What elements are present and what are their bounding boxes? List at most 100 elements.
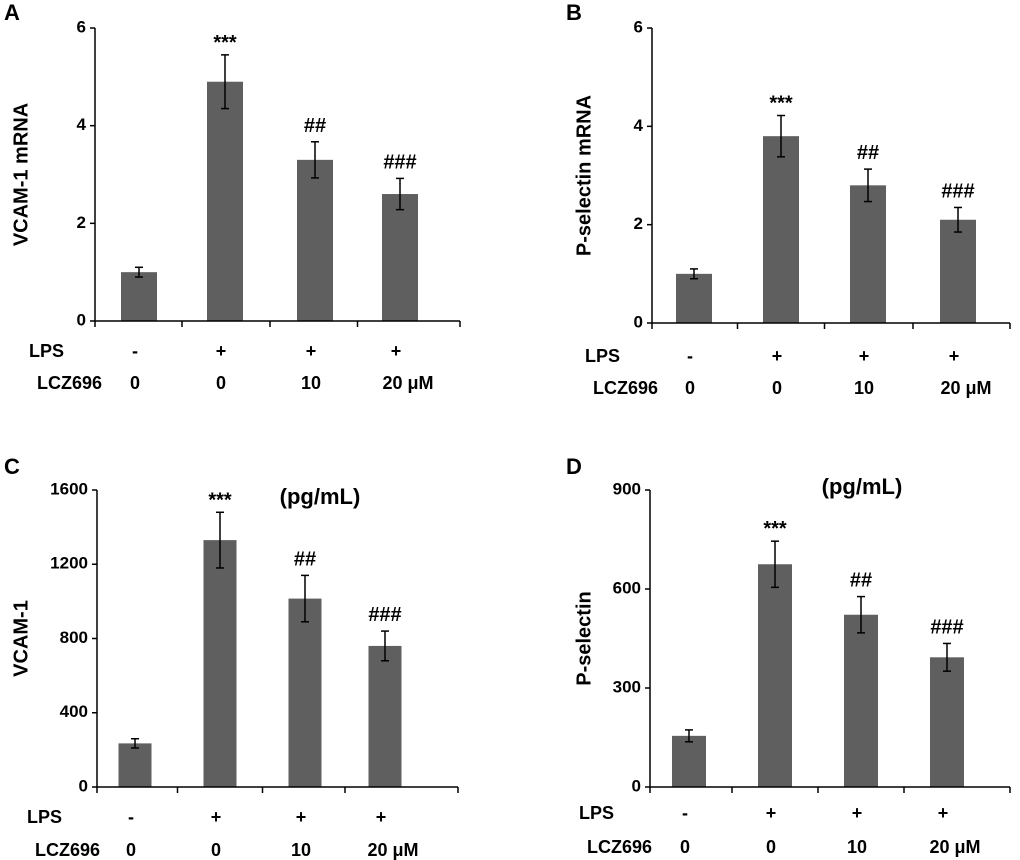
bar [763,136,799,323]
y-tick-label: 0 [77,310,86,329]
lps-value: + [391,341,402,361]
lps-row-label: LPS [579,803,614,823]
bar [850,185,886,323]
lps-value: - [682,803,688,823]
significance-mark: ## [857,142,879,164]
lcz696-value: 20 μM [382,373,433,393]
y-axis-title: VCAM-1 mRNA [10,103,32,246]
lps-value: - [132,341,138,361]
lps-value: + [852,803,863,823]
panel-letter: C [4,454,20,479]
y-tick-label: 6 [77,17,86,36]
lps-value: + [859,346,870,366]
lps-row-label: LPS [585,346,620,366]
bar [382,194,418,321]
lcz696-value: 20 μM [367,840,418,860]
panel-d: DP-selectin(pg/mL)***#####0300600900LPSL… [566,454,1011,857]
significance-mark: ### [383,151,416,173]
lps-value: + [376,807,387,827]
bar [672,735,706,787]
lcz696-value: 10 [291,840,311,860]
significance-mark: ## [294,548,316,570]
bar [207,81,243,321]
y-tick-label: 2 [77,213,86,232]
lcz696-value: 20 μM [929,837,980,857]
significance-mark: ### [941,180,974,202]
lcz696-value: 0 [130,373,140,393]
y-tick-label: 4 [634,116,644,135]
y-tick-label: 0 [79,776,88,795]
lcz696-value: 10 [847,837,867,857]
significance-mark: ### [930,616,963,638]
lps-value: + [938,803,949,823]
significance-mark: ## [850,570,872,592]
y-axis-title: P-selectin mRNA [573,95,595,256]
y-tick-label: 400 [60,702,88,721]
y-tick-label: 0 [632,776,641,795]
panel-c: CVCAM-1(pg/mL)***#####040080012001600LPS… [4,454,459,860]
y-axis-title: P-selectin [573,591,595,685]
y-tick-label: 600 [613,578,641,597]
bar [940,219,976,323]
lcz696-row-label: LCZ696 [37,373,102,393]
bar [930,657,964,787]
significance-mark: *** [769,93,793,115]
lps-row-label: LPS [29,341,64,361]
lcz696-value: 0 [685,378,695,398]
bar [288,598,322,787]
lps-value: + [306,341,317,361]
lps-value: + [766,803,777,823]
lcz696-value: 0 [126,840,136,860]
lps-value: + [949,346,960,366]
lps-value: + [216,341,227,361]
y-tick-label: 900 [613,479,641,498]
bar [121,272,157,321]
significance-mark: *** [213,32,237,54]
y-tick-label: 0 [634,312,643,331]
unit-label: (pg/mL) [822,474,903,499]
bar [297,159,333,321]
significance-mark: *** [208,489,232,511]
lcz696-value: 20 μM [940,378,991,398]
lcz696-row-label: LCZ696 [587,837,652,857]
lps-value: + [772,346,783,366]
lcz696-value: 0 [216,373,226,393]
y-axis-title: VCAM-1 [10,600,32,677]
panel-letter: B [566,0,582,25]
lcz696-value: 0 [211,840,221,860]
panel-letter: D [566,454,582,479]
unit-label: (pg/mL) [280,484,361,509]
y-tick-label: 800 [60,628,88,647]
bar [203,540,237,787]
y-tick-label: 1600 [50,479,88,498]
y-tick-label: 1200 [50,554,88,573]
panel-letter: A [4,0,20,25]
bar [758,564,792,787]
y-tick-label: 4 [77,115,87,134]
lcz696-row-label: LCZ696 [593,378,658,398]
bar [118,743,152,787]
bar [368,645,402,787]
lcz696-row-label: LCZ696 [35,840,100,860]
lcz696-value: 0 [772,378,782,398]
significance-mark: *** [763,518,787,540]
lps-value: - [687,346,693,366]
lcz696-value: 0 [680,837,690,857]
lps-value: + [211,807,222,827]
y-tick-label: 2 [634,214,643,233]
significance-mark: ### [368,604,401,626]
lcz696-value: 10 [854,378,874,398]
lcz696-value: 10 [301,373,321,393]
lps-value: + [296,807,307,827]
lps-row-label: LPS [27,807,62,827]
bar [676,273,712,323]
lcz696-value: 0 [766,837,776,857]
bar [844,614,878,787]
y-tick-label: 6 [634,17,643,36]
y-tick-label: 300 [613,677,641,696]
lps-value: - [128,807,134,827]
significance-mark: ## [304,115,326,137]
